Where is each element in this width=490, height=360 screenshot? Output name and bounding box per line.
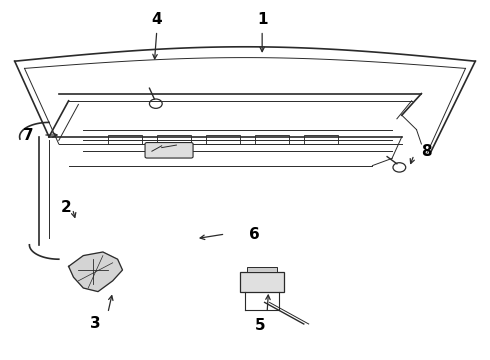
Text: 7: 7 (23, 127, 34, 143)
Bar (108, 135, 142, 144)
Text: 8: 8 (421, 144, 432, 159)
Text: 2: 2 (61, 199, 72, 215)
Bar (240, 272, 284, 292)
Text: 3: 3 (90, 316, 101, 332)
Text: 4: 4 (151, 12, 162, 27)
FancyBboxPatch shape (145, 143, 193, 158)
Text: 1: 1 (257, 12, 268, 27)
Text: 6: 6 (249, 226, 260, 242)
Polygon shape (69, 252, 122, 292)
Bar (247, 267, 277, 272)
Bar (157, 135, 191, 144)
Text: 5: 5 (254, 318, 265, 333)
Bar (304, 135, 338, 144)
Bar (206, 135, 240, 144)
Bar (255, 135, 289, 144)
